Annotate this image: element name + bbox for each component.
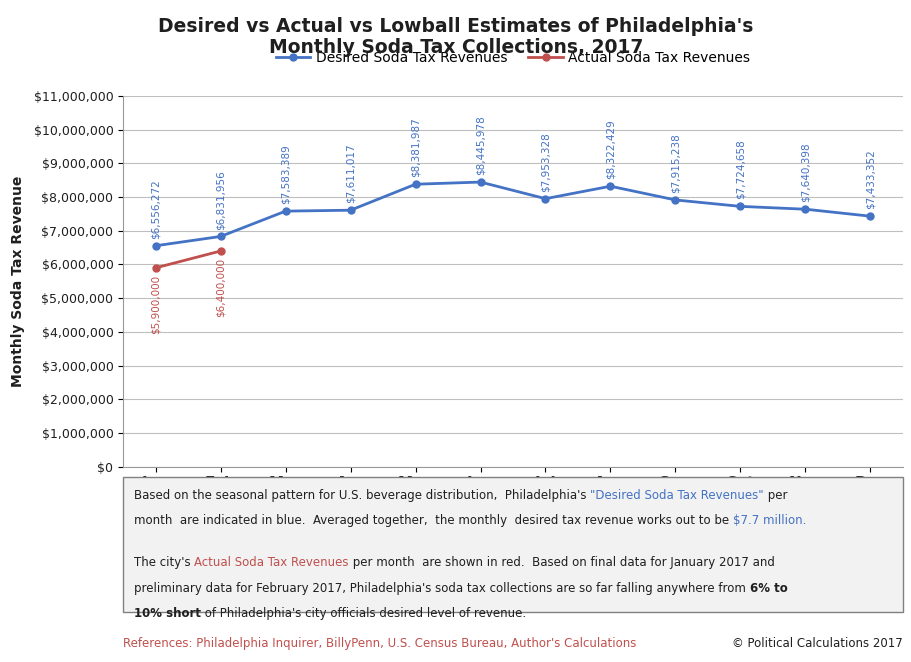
Text: References: Philadelphia Inquirer, BillyPenn, U.S. Census Bureau, Author's Calcu: References: Philadelphia Inquirer, Billy… — [123, 637, 636, 650]
Text: Actual Soda Tax Revenues: Actual Soda Tax Revenues — [194, 557, 349, 569]
Text: $6,831,956: $6,831,956 — [215, 169, 225, 230]
Legend: Desired Soda Tax Revenues, Actual Soda Tax Revenues: Desired Soda Tax Revenues, Actual Soda T… — [270, 46, 755, 71]
Text: 6% to: 6% to — [749, 582, 786, 594]
Text: 10% short: 10% short — [134, 607, 200, 620]
Text: Based on the seasonal pattern for U.S. beverage distribution,  Philadelphia's: Based on the seasonal pattern for U.S. b… — [134, 489, 589, 502]
Text: $5,900,000: $5,900,000 — [150, 275, 160, 334]
Text: month  are indicated in blue.  Averaged together,  the monthly  desired tax reve: month are indicated in blue. Averaged to… — [134, 514, 732, 527]
Text: Monthly Soda Tax Collections, 2017: Monthly Soda Tax Collections, 2017 — [269, 38, 642, 58]
Text: Desired vs Actual vs Lowball Estimates of Philadelphia's: Desired vs Actual vs Lowball Estimates o… — [159, 17, 752, 36]
Text: $7,583,389: $7,583,389 — [281, 144, 291, 204]
Text: of Philadelphia's city officials desired level of revenue.: of Philadelphia's city officials desired… — [200, 607, 526, 620]
Y-axis label: Monthly Soda Tax Revenue: Monthly Soda Tax Revenue — [11, 175, 26, 387]
Text: $7,640,398: $7,640,398 — [800, 142, 810, 203]
Text: © Political Calculations 2017: © Political Calculations 2017 — [732, 637, 902, 650]
Text: $8,381,987: $8,381,987 — [410, 118, 420, 177]
Text: $7.7 million.: $7.7 million. — [732, 514, 805, 527]
Text: $7,953,328: $7,953,328 — [540, 132, 550, 192]
Text: $6,556,272: $6,556,272 — [150, 179, 160, 239]
Text: $7,915,238: $7,915,238 — [670, 133, 680, 193]
Text: preliminary data for February 2017, Philadelphia's soda tax collections are so f: preliminary data for February 2017, Phil… — [134, 582, 749, 594]
Text: $7,433,352: $7,433,352 — [865, 150, 875, 209]
Text: $7,611,017: $7,611,017 — [345, 144, 355, 203]
Text: per month  are shown in red.  Based on final data for January 2017 and: per month are shown in red. Based on fin… — [349, 557, 774, 569]
Text: $7,724,658: $7,724,658 — [734, 140, 744, 199]
Text: $8,322,429: $8,322,429 — [605, 120, 615, 179]
Text: per: per — [763, 489, 786, 502]
Text: $8,445,978: $8,445,978 — [475, 115, 485, 175]
Text: "Desired Soda Tax Revenues": "Desired Soda Tax Revenues" — [589, 489, 763, 502]
Text: $6,400,000: $6,400,000 — [215, 258, 225, 317]
Text: The city's: The city's — [134, 557, 194, 569]
